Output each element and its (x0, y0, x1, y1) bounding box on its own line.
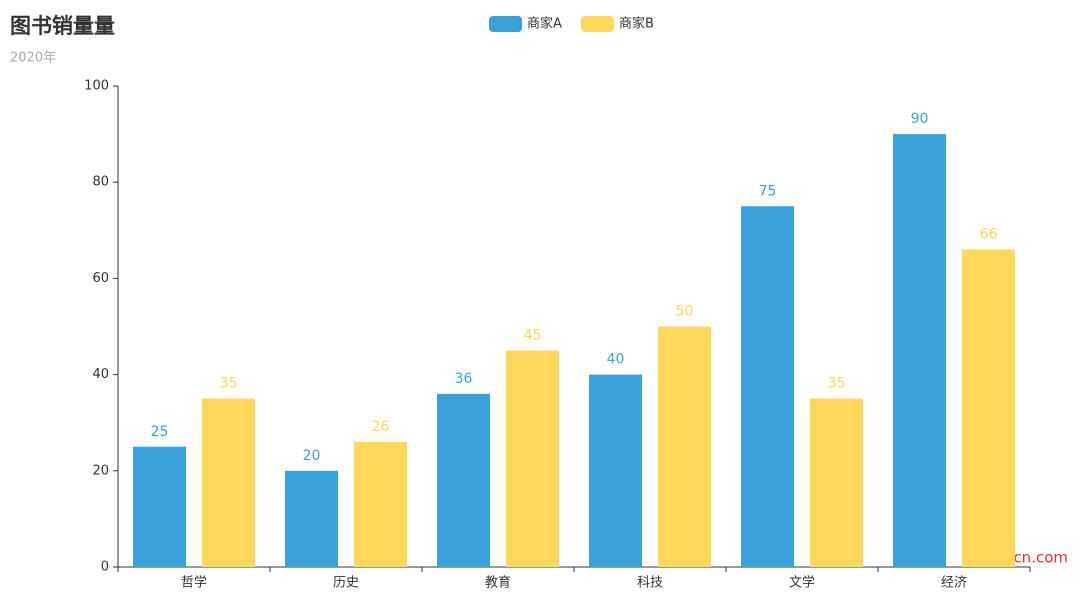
value-label: 90 (911, 111, 929, 127)
x-tick-label: 经济 (941, 576, 967, 591)
chart-title: 图书销量量 (10, 14, 115, 38)
bar (354, 441, 407, 567)
value-label: 50 (676, 304, 694, 320)
x-tick-label: 哲学 (181, 575, 207, 591)
bar (506, 350, 559, 567)
legend-swatch (581, 16, 614, 32)
bar (658, 326, 711, 567)
legend-label: 商家A (527, 16, 562, 32)
value-label: 75 (759, 183, 777, 199)
bar (437, 393, 490, 567)
x-tick-label: 历史 (333, 576, 359, 591)
bar (285, 470, 338, 567)
bar (810, 398, 863, 567)
chart-subtitle: 2020年 (10, 51, 56, 66)
bar (133, 446, 186, 567)
y-tick-label: 100 (84, 79, 109, 94)
bar (589, 374, 642, 567)
bar (893, 134, 946, 567)
y-tick-label: 0 (101, 560, 109, 575)
y-tick-label: 20 (92, 463, 109, 478)
y-tick-label: 80 (92, 175, 109, 190)
value-label: 45 (524, 328, 542, 344)
x-tick-label: 文学 (789, 575, 815, 591)
value-label: 36 (455, 371, 473, 387)
legend-label: 商家B (619, 16, 654, 32)
value-label: 40 (607, 352, 625, 368)
value-label: 25 (151, 424, 169, 440)
value-label: 35 (220, 376, 238, 392)
value-label: 26 (372, 419, 390, 435)
bar (202, 398, 255, 567)
legend-swatch (489, 16, 522, 32)
value-label: 35 (828, 376, 846, 392)
bar (741, 206, 794, 567)
x-tick-label: 教育 (485, 575, 511, 591)
y-tick-label: 40 (92, 367, 109, 382)
bar (962, 249, 1015, 568)
x-tick-label: 科技 (637, 576, 663, 591)
value-label: 66 (980, 227, 998, 243)
value-label: 20 (303, 448, 321, 464)
y-tick-label: 60 (92, 271, 109, 286)
